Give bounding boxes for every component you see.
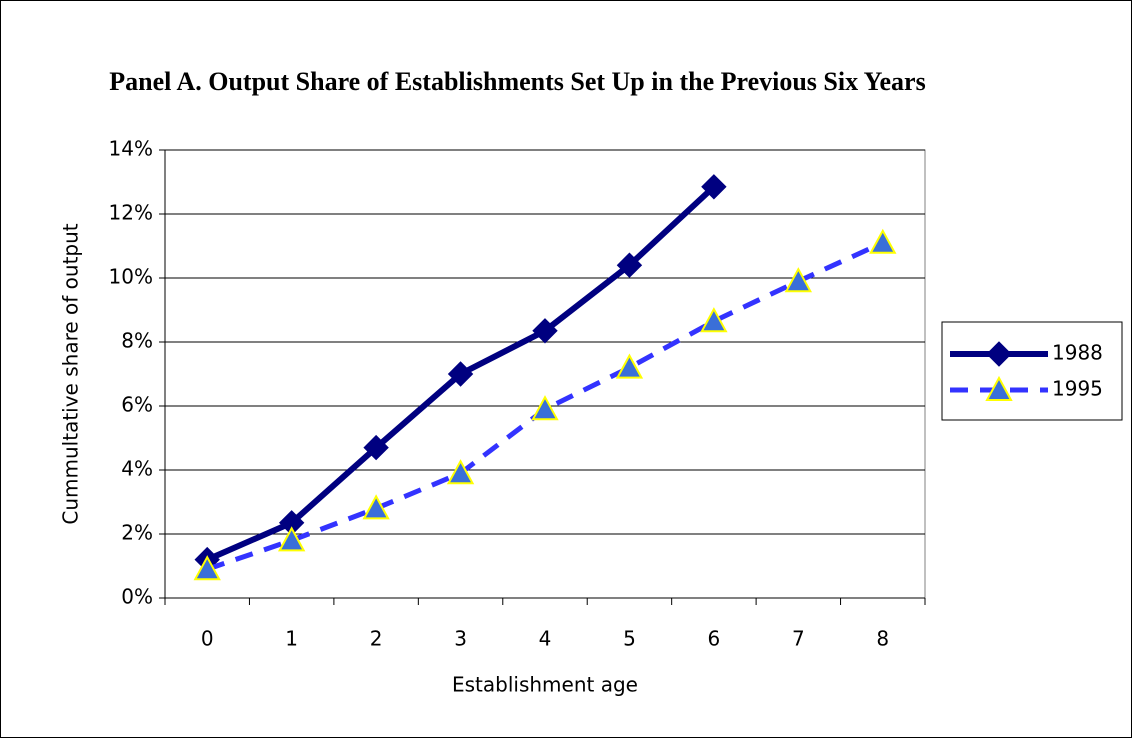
marker (615, 353, 644, 379)
y-tick-label: 4% (121, 457, 153, 481)
legend-label: 1988 (1052, 341, 1103, 365)
x-tick-label: 2 (370, 627, 383, 651)
marker (193, 555, 221, 581)
x-axis-label: Establishment age (452, 673, 638, 697)
x-tick-label: 4 (539, 627, 552, 651)
marker (362, 494, 390, 520)
y-tick-label: 2% (121, 521, 153, 545)
y-tick-label: 12% (109, 201, 153, 225)
y-tick-label: 8% (121, 329, 153, 353)
x-tick-label: 7 (792, 627, 805, 651)
x-tick-label: 6 (708, 627, 721, 651)
x-tick-label: 5 (623, 627, 636, 651)
marker (363, 434, 389, 461)
y-tick-label: 0% (121, 585, 153, 609)
x-tick-label: 8 (876, 627, 889, 651)
marker (700, 307, 728, 333)
marker (701, 174, 727, 200)
x-tick-label: 1 (285, 627, 298, 651)
marker (277, 526, 306, 552)
y-tick-label: 6% (121, 393, 153, 417)
marker (784, 267, 813, 293)
legend (941, 321, 1123, 421)
marker (616, 252, 643, 278)
marker (531, 395, 559, 421)
y-tick-label: 10% (109, 265, 153, 289)
marker (447, 361, 474, 387)
legend-label: 1995 (1052, 377, 1103, 401)
chart-title: Panel A. Output Share of Establishments … (109, 67, 926, 96)
x-tick-label: 3 (454, 627, 467, 651)
legend-marker (986, 341, 1012, 367)
x-tick-label: 0 (201, 627, 214, 651)
y-tick-label: 14% (109, 137, 153, 161)
marker (532, 318, 558, 344)
marker (446, 459, 475, 485)
legend-marker (985, 375, 1013, 401)
y-axis-label: Cummultative share of output (59, 223, 83, 524)
marker (869, 228, 897, 254)
